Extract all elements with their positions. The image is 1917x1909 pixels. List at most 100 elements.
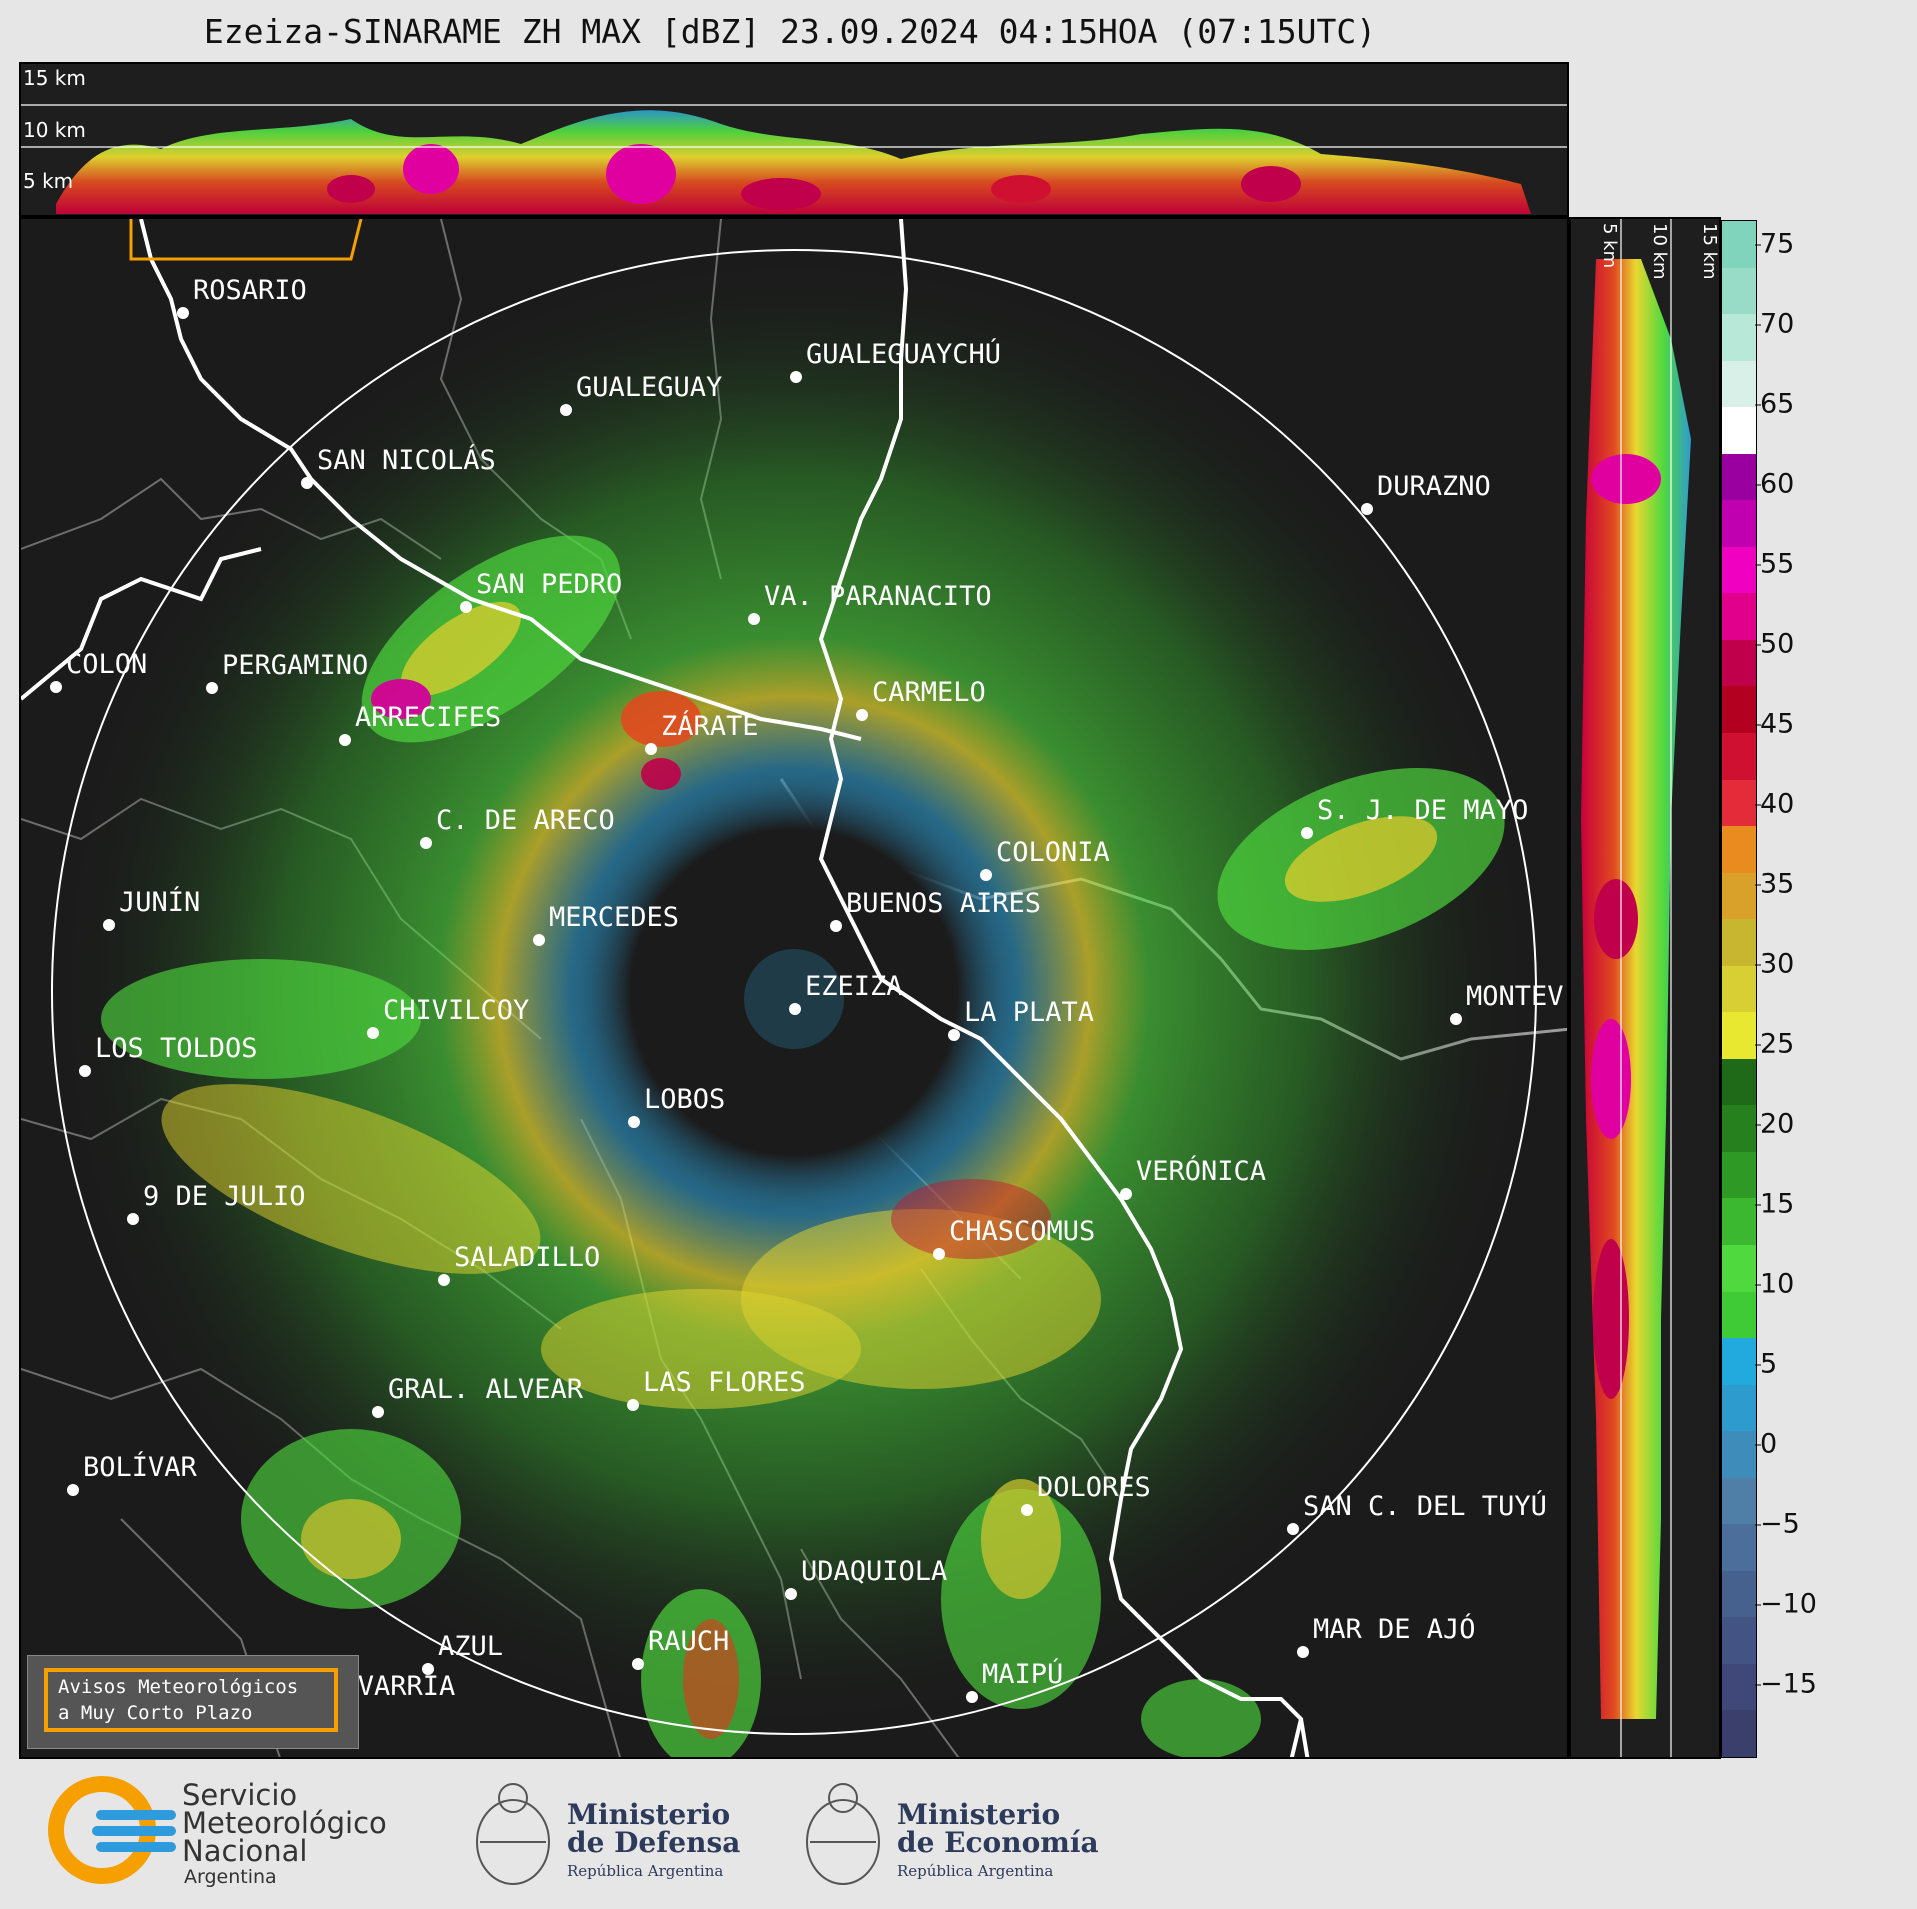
colorbar-segment [1722,1709,1756,1757]
colorbar-segment [1722,1151,1756,1199]
colorbar-segment [1722,1244,1756,1292]
smn-line-3: Nacional [182,1834,308,1868]
city-markers: ROSARIO GUALEGUAYCHÚ GUALEGUAY SAN NICOLÁS D… [50,275,1564,1715]
city-marker [206,682,218,694]
colorbar-tick-label: 45 [1754,708,1795,740]
top-cross-section-echoes [21,104,1567,214]
echo-cells [101,535,1505,1757]
city-marker [560,404,572,416]
city-marker [627,1399,639,1411]
city-marker [420,837,432,849]
colorbar-segment [1722,1570,1756,1618]
colorbar-segment [1722,453,1756,501]
colorbar-tick-label: 30 [1754,948,1795,980]
colorbar-segment [1722,1291,1756,1339]
city-marker [533,934,545,946]
colorbar-segment [1722,360,1756,408]
colorbar-segment [1722,406,1756,454]
colorbar-tick-label: −10 [1755,1588,1817,1620]
colorbar-segment [1722,685,1756,733]
city-label: UDAQUIOLA [801,1556,947,1587]
colorbar-segment [1722,546,1756,594]
city-label: SALADILLO [454,1242,600,1273]
city-label: MAIPÚ [982,1658,1063,1690]
city-label: SAN PEDRO [476,569,622,600]
colorbar-segment [1722,1337,1756,1385]
city-label: LA PLATA [964,997,1094,1028]
city-label: SAN NICOLÁS [317,444,496,476]
city-label: BOLÍVAR [83,1451,198,1483]
city-marker [645,743,657,755]
city-label: S. J. DE MAYO [1317,795,1528,826]
city-marker [460,601,472,613]
colorbar-segment [1722,1477,1756,1525]
side-alt-label-10km: 10 km [1649,223,1670,280]
city-label: BUENOS AIRES [846,888,1041,919]
colorbar-segment [1722,732,1756,780]
city-label: DOLORES [1037,1472,1151,1503]
city-label: CHIVILCOY [383,995,529,1026]
side-alt-label-15km: 15 km [1699,223,1720,280]
colorbar-segment [1722,1663,1756,1711]
city-label: VA. PARANACITO [764,581,992,612]
colorbar-tick-label: 65 [1754,388,1795,420]
city-label: ARRECIFES [355,702,501,733]
city-label: DURAZNO [1377,471,1491,502]
city-label: 9 DE JULIO [143,1181,306,1212]
city-label: LOS TOLDOS [95,1033,258,1064]
colorbar-tick-label: 50 [1754,628,1795,660]
dbz-colorbar [1721,220,1757,1758]
colorbar-segment [1722,639,1756,687]
city-label: VERÓNICA [1136,1155,1266,1187]
city-label: GUALEGUAY [576,372,722,403]
city-marker [127,1213,139,1225]
economia-line-2: de Economía [897,1826,1099,1859]
city-marker [339,734,351,746]
city-label: GRAL. ALVEAR [388,1374,584,1405]
colorbar-tick-label: 0 [1754,1428,1778,1460]
page-title: Ezeiza-SINARAME ZH MAX [dBZ] 23.09.2024 … [203,12,1377,51]
city-label: LOBOS [644,1084,725,1115]
city-marker [1450,1013,1462,1025]
city-marker [50,681,62,693]
colorbar-segment [1722,825,1756,873]
radar-map[interactable]: ROSARIO GUALEGUAYCHÚ GUALEGUAY SAN NICOLÁS D… [19,217,1569,1759]
alt-label-10km: 10 km [23,118,86,142]
colorbar-segment [1722,267,1756,315]
colorbar-segment [1722,872,1756,920]
colorbar-segment [1722,1011,1756,1059]
city-marker [372,1406,384,1418]
smn-line-1: Servicio [182,1778,298,1812]
city-marker [980,869,992,881]
colorbar-segment [1722,1058,1756,1106]
smn-line-2: Meteorológico [182,1806,387,1840]
alt-label-15km: 15 km [23,66,86,90]
city-label: AZUL [438,1631,503,1662]
warning-badge[interactable]: Avisos Meteorológicos a Muy Corto Plazo [27,1655,359,1749]
city-label: CARMELO [872,677,986,708]
warning-badge-frame[interactable]: Avisos Meteorológicos a Muy Corto Plazo [44,1668,338,1732]
city-label: EZEIZA [805,971,903,1002]
colorbar-tick-label: −5 [1755,1508,1800,1540]
side-cross-section-echoes [1581,219,1691,1757]
city-marker [933,1248,945,1260]
city-label: MERCEDES [549,902,679,933]
colorbar-segment [1722,1104,1756,1152]
city-label: COLONIA [996,837,1110,868]
colorbar-tick-label: 15 [1754,1188,1795,1220]
footer-logos: Servicio Meteorológico Nacional Argentin… [0,1760,1917,1909]
city-marker [632,1658,644,1670]
colorbar-segment [1722,1430,1756,1478]
colorbar-tick-label: 35 [1754,868,1795,900]
colorbar-tick-label: 55 [1754,548,1795,580]
colorbar-tick-label: 5 [1754,1348,1778,1380]
colorbar-tick-label: 75 [1754,228,1795,260]
colorbar-tick-label: 70 [1754,308,1795,340]
city-label: COLON [66,649,147,680]
city-marker [1021,1504,1033,1516]
city-label: JUNÍN [119,886,200,918]
city-marker [67,1484,79,1496]
city-label: GUALEGUAYCHÚ [806,338,1001,370]
city-marker [438,1274,450,1286]
city-marker [1297,1646,1309,1658]
